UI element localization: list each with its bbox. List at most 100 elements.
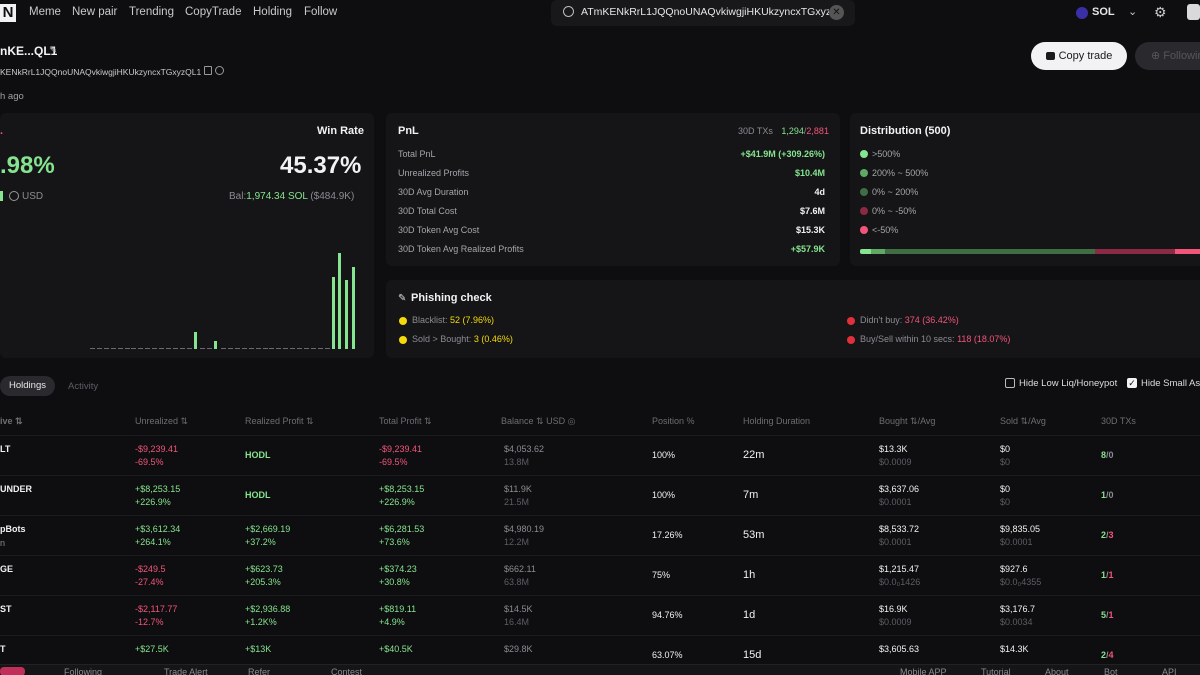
following-button[interactable]: ⊕Following — [1135, 42, 1200, 70]
sold-avg: $0 — [1000, 457, 1011, 467]
distribution-bar — [860, 249, 1200, 254]
table-row[interactable]: pBots n +$3,612.34 +264.1% +$2,669.19 +37.2% +… — [0, 516, 1200, 556]
bottom-trade-alert[interactable]: Trade Alert — [164, 667, 208, 675]
tab-holdings[interactable]: Holdings — [0, 376, 55, 396]
pnl-row-label: Total PnL — [398, 149, 436, 159]
nav-item-new-pair[interactable]: New pair — [72, 6, 118, 18]
following-label: Following — [1163, 50, 1200, 62]
bottom-api[interactable]: API — [1162, 667, 1177, 675]
pnl-bar-empty — [200, 348, 206, 349]
pnl-txs: 30D TXs 1,294/2,881 — [738, 126, 829, 136]
search-input[interactable]: ATmKENkRrL1JQQnoUNAQvkiwgjiHKUkzyncxTGxy… — [551, 0, 855, 26]
distribution-dot — [860, 150, 868, 158]
pnl-bar — [338, 253, 342, 349]
realized-percent: +37.2% — [245, 537, 276, 547]
win-rate-label: Win Rate — [317, 125, 364, 137]
clear-search-icon[interactable]: ✕ — [829, 5, 844, 20]
blacklist-row: Blacklist: 52 (7.96%) — [412, 315, 494, 325]
didnt-buy-row: Didn't buy: 374 (36.42%) — [860, 315, 959, 325]
bottom-bar: Following Trade Alert Refer Contest Mobi… — [0, 664, 1200, 675]
distribution-segment — [860, 249, 871, 254]
gear-icon[interactable]: ⚙ — [1154, 4, 1167, 20]
pnl-bar-empty — [131, 348, 137, 349]
col-sold[interactable]: Sold ⇅/Avg — [1000, 416, 1046, 426]
bottom-tutorial[interactable]: Tutorial — [981, 667, 1011, 675]
txs-buy: 8 — [1101, 450, 1107, 460]
col-bought[interactable]: Bought ⇅/Avg — [879, 416, 936, 426]
bottom-mobile-app[interactable]: Mobile APP — [900, 667, 947, 675]
avatar[interactable] — [1187, 4, 1200, 20]
holding-duration: 53m — [743, 529, 765, 541]
table-row[interactable]: LT -$9,239.41 -69.5% HODL -$9,239.41 -69.5% $4… — [0, 436, 1200, 476]
buy-sell-fast-dot — [847, 336, 855, 344]
bottom-bot[interactable]: Bot — [1104, 667, 1118, 675]
nav-item-holding[interactable]: Holding — [253, 6, 292, 18]
total-profit-percent: +226.9% — [379, 497, 415, 507]
nav-item-trending[interactable]: Trending — [129, 6, 174, 18]
app-logo[interactable]: N — [0, 4, 16, 22]
hide-small-checkbox[interactable]: ✓ — [1127, 378, 1137, 388]
hide-low-liq-checkbox[interactable] — [1005, 378, 1015, 388]
txs-buy: 5 — [1101, 610, 1107, 620]
table-row[interactable]: GE -$249.5 -27.4% +$623.73 +205.3% +$374.23 +3… — [0, 556, 1200, 596]
wallet-icon — [1045, 52, 1055, 60]
pnl-bar-empty — [310, 348, 316, 349]
nav-item-follow[interactable]: Follow — [304, 6, 338, 18]
position-percent: 100% — [652, 490, 676, 500]
bottom-contest[interactable]: Contest — [331, 667, 363, 675]
buy-sell-fast-row: Buy/Sell within 10 secs: 118 (18.07%) — [860, 334, 1010, 344]
table-row[interactable]: UNDER +$8,253.15 +226.9% HODL +$8,253.15 +226… — [0, 476, 1200, 516]
total-profit-percent: +4.9% — [379, 617, 405, 627]
edit-icon[interactable]: ✎ — [49, 45, 58, 56]
bottom-following[interactable]: Following — [64, 667, 103, 675]
blacklist-dot — [399, 317, 407, 325]
chain-selector[interactable]: SOL — [1092, 6, 1115, 18]
pnl-bar-empty — [297, 348, 302, 349]
copy-trade-button[interactable]: Copy trade — [1031, 42, 1127, 70]
col-txs: 30D TXs — [1101, 416, 1136, 426]
daily-pnl-chart — [90, 253, 365, 349]
pnl-percent: .98% — [0, 152, 55, 179]
pnl-bar-empty — [248, 348, 254, 349]
txs-buy: 2 — [1101, 530, 1107, 540]
token-symbol: ST — [0, 604, 12, 614]
tab-activity[interactable]: Activity — [68, 381, 99, 392]
currency-toggle-icon[interactable] — [9, 191, 19, 201]
nav-item-copytrade[interactable]: CopyTrade — [185, 6, 242, 18]
pnl-bar-empty — [96, 348, 102, 349]
phishing-card: ✎ Phishing check Blacklist: 52 (7.96%) S… — [386, 280, 1200, 358]
bottom-refer[interactable]: Refer — [248, 667, 271, 675]
col-realized[interactable]: Realized Profit ⇅ — [245, 416, 314, 426]
bought-avg: $0.0009 — [879, 617, 912, 627]
hide-small-label: Hide Small As — [1141, 378, 1200, 389]
sold-bought-value: 3 (0.46%) — [473, 334, 513, 344]
col-unrealized[interactable]: Unrealized ⇅ — [135, 416, 189, 426]
col-position: Position % — [652, 416, 695, 426]
unrealized-percent: +226.9% — [135, 497, 171, 507]
total-profit-percent: -69.5% — [379, 457, 408, 467]
sold-bought-label: Sold > Bought: — [412, 334, 472, 344]
txs-slash: / — [1106, 570, 1109, 580]
chevron-down-icon[interactable]: ⌄ — [1128, 6, 1138, 18]
pnl-bar-empty — [269, 348, 275, 349]
distribution-label: 0% ~ -50% — [872, 206, 917, 216]
table-row[interactable]: T +$27.5K +$13K +$40.5K $29.8K 63.07% 15d $3,60… — [0, 636, 1200, 675]
nav-item-meme[interactable]: Meme — [29, 6, 61, 18]
col-balance[interactable]: Balance ⇅ USD ◎ — [501, 416, 576, 426]
total-profit-value: +$6,281.53 — [379, 524, 425, 534]
col-total[interactable]: Total Profit ⇅ — [379, 416, 432, 426]
copy-icon[interactable] — [204, 66, 212, 75]
balance-value: $4,980.19 — [504, 524, 545, 534]
balance-value: $11.9K — [504, 484, 532, 494]
summary-title: . — [0, 125, 4, 137]
explorer-icon[interactable] — [215, 66, 224, 75]
txs-sell: 0 — [1108, 490, 1114, 500]
notification-badge[interactable] — [0, 667, 25, 675]
bottom-about[interactable]: About — [1045, 667, 1069, 675]
txs-value: 2/3 — [1101, 530, 1114, 540]
col-token[interactable]: ive ⇅ — [0, 416, 23, 426]
balance-value: $14.5K — [504, 604, 533, 614]
pnl-bar-empty — [145, 348, 151, 349]
pnl-row-label: 30D Total Cost — [398, 206, 457, 216]
table-row[interactable]: ST -$2,117.77 -12.7% +$2,936.88 +1.2K% +$819.… — [0, 596, 1200, 636]
